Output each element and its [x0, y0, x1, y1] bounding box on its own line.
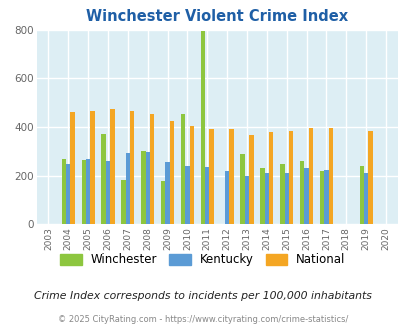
Bar: [209, 129, 213, 224]
Bar: [328, 128, 332, 224]
Bar: [224, 171, 229, 224]
Bar: [284, 173, 288, 224]
Bar: [359, 166, 363, 224]
Bar: [141, 151, 145, 224]
Bar: [189, 126, 194, 224]
Bar: [126, 153, 130, 224]
Bar: [110, 109, 114, 224]
Bar: [205, 167, 209, 224]
Bar: [101, 134, 106, 224]
Bar: [145, 152, 149, 224]
Bar: [319, 171, 324, 224]
Bar: [200, 31, 205, 224]
Bar: [324, 170, 328, 224]
Bar: [121, 180, 126, 224]
Bar: [244, 176, 249, 224]
Legend: Winchester, Kentucky, National: Winchester, Kentucky, National: [60, 253, 345, 266]
Bar: [288, 131, 292, 224]
Bar: [367, 131, 372, 224]
Bar: [169, 121, 174, 224]
Bar: [70, 112, 75, 224]
Bar: [149, 114, 154, 224]
Bar: [130, 111, 134, 224]
Title: Winchester Violent Crime Index: Winchester Violent Crime Index: [86, 9, 347, 24]
Bar: [86, 159, 90, 224]
Bar: [240, 154, 244, 224]
Bar: [363, 173, 367, 224]
Bar: [66, 164, 70, 224]
Bar: [181, 114, 185, 224]
Bar: [260, 168, 264, 224]
Bar: [229, 129, 233, 224]
Bar: [308, 128, 312, 224]
Bar: [249, 135, 253, 224]
Bar: [106, 161, 110, 224]
Bar: [185, 166, 189, 224]
Bar: [304, 168, 308, 224]
Bar: [299, 161, 304, 224]
Bar: [269, 132, 273, 224]
Bar: [161, 181, 165, 224]
Bar: [264, 173, 269, 224]
Text: Crime Index corresponds to incidents per 100,000 inhabitants: Crime Index corresponds to incidents per…: [34, 291, 371, 301]
Bar: [165, 162, 169, 224]
Bar: [90, 111, 94, 224]
Bar: [81, 160, 86, 224]
Text: © 2025 CityRating.com - https://www.cityrating.com/crime-statistics/: © 2025 CityRating.com - https://www.city…: [58, 315, 347, 324]
Bar: [279, 164, 284, 224]
Bar: [62, 159, 66, 224]
